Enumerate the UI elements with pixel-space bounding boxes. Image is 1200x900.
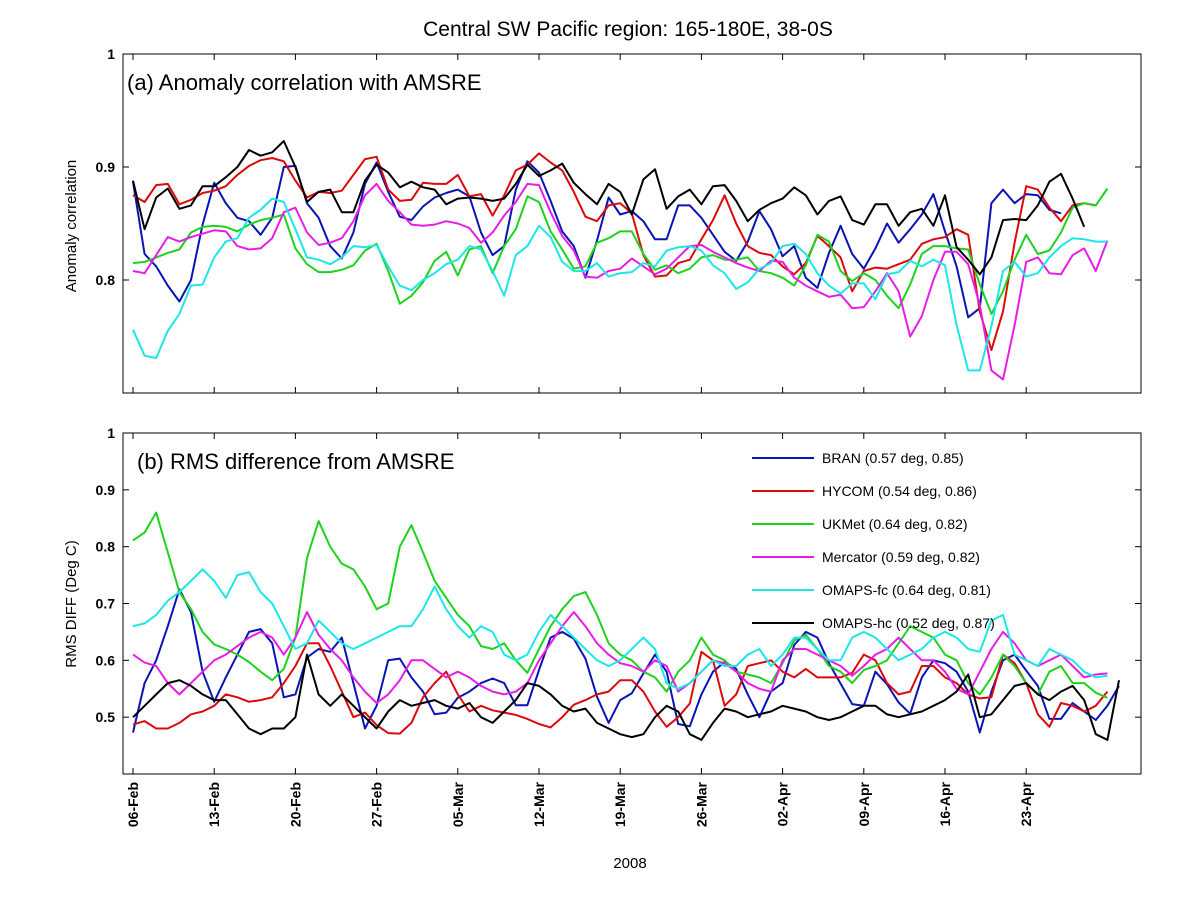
x-tick-label: 19-Mar <box>612 781 628 827</box>
series-line-omaps-hc <box>132 653 1120 741</box>
panel-a-frame <box>122 53 1142 394</box>
y-tick-label: 0.7 <box>96 596 116 612</box>
x-tick-label: 20-Feb <box>287 782 303 827</box>
x-tick-label: 16-Apr <box>937 781 953 826</box>
y-tick-label: 1 <box>107 46 115 62</box>
panel-a-x-ticks <box>132 54 1027 393</box>
panel-a-series-lines <box>132 140 1109 381</box>
legend: BRAN (0.57 deg, 0.85) HYCOM (0.54 deg, 0.… <box>752 450 995 631</box>
legend-entry: OMAPS-fc (0.64 deg, 0.81) <box>822 582 991 598</box>
series-line-ukmet <box>132 187 1109 315</box>
panel-b-x-ticks <box>132 433 1027 774</box>
panel-b-rms-difference: (b) RMS difference from AMSRE RMS DIFF (… <box>63 425 1142 775</box>
x-tick-label: 06-Feb <box>125 782 141 827</box>
series-line-bran <box>132 588 1120 734</box>
y-tick-label: 0.9 <box>96 159 116 175</box>
y-tick-label: 1 <box>107 425 115 441</box>
panel-b-label: (b) RMS difference from AMSRE <box>137 449 454 474</box>
y-tick-label: 0.5 <box>96 709 116 725</box>
panel-a-label: (a) Anomaly correlation with AMSRE <box>127 70 482 95</box>
x-tick-label: 02-Apr <box>775 781 791 826</box>
panel-b-y-ticks: 0.5 0.6 0.7 0.8 0.9 1 <box>96 425 1141 725</box>
chart-title: Central SW Pacific region: 165-180E, 38-… <box>423 18 833 41</box>
x-tick-label: 23-Apr <box>1018 781 1034 826</box>
series-line-omaps-fc <box>132 197 1108 372</box>
series-line-omaps-fc <box>132 568 1108 690</box>
x-tick-labels: 06-Feb 13-Feb 20-Feb 27-Feb 05-Mar 12-Mar 19-M… <box>125 781 1034 827</box>
x-tick-label: 09-Apr <box>856 781 872 826</box>
panel-a-y-axis-label: Anomaly correlation <box>63 160 80 293</box>
legend-entry: Mercator (0.59 deg, 0.82) <box>822 549 980 565</box>
panel-a-anomaly-correlation: (a) Anomaly correlation with AMSRE Anoma… <box>63 46 1142 394</box>
series-line-hycom <box>132 642 1109 735</box>
y-tick-label: 0.8 <box>96 272 116 288</box>
y-tick-label: 0.6 <box>96 652 116 668</box>
panel-b-y-axis-label: RMS DIFF (Deg C) <box>63 540 80 668</box>
series-line-omaps-hc <box>132 140 1086 276</box>
legend-entry: HYCOM (0.54 deg, 0.86) <box>822 483 977 499</box>
legend-entry: UKMet (0.64 deg, 0.82) <box>822 516 968 532</box>
x-axis-label: 2008 <box>613 855 646 872</box>
x-tick-label: 05-Mar <box>450 781 466 827</box>
x-tick-label: 26-Mar <box>693 781 709 827</box>
series-line-mercator <box>132 182 1109 381</box>
panel-a-y-ticks: 0.8 0.9 1 <box>96 46 1141 288</box>
y-tick-label: 0.9 <box>96 482 116 498</box>
x-tick-label: 12-Mar <box>531 781 547 827</box>
series-line-mercator <box>132 611 1108 704</box>
y-tick-label: 0.8 <box>96 539 116 555</box>
legend-entry: OMAPS-hc (0.52 deg, 0.87) <box>822 615 995 631</box>
legend-entry: BRAN (0.57 deg, 0.85) <box>822 450 964 466</box>
x-tick-label: 13-Feb <box>206 782 222 827</box>
x-tick-label: 27-Feb <box>369 782 385 827</box>
panel-b-series-lines <box>132 511 1120 741</box>
series-line-hycom <box>132 152 1096 352</box>
